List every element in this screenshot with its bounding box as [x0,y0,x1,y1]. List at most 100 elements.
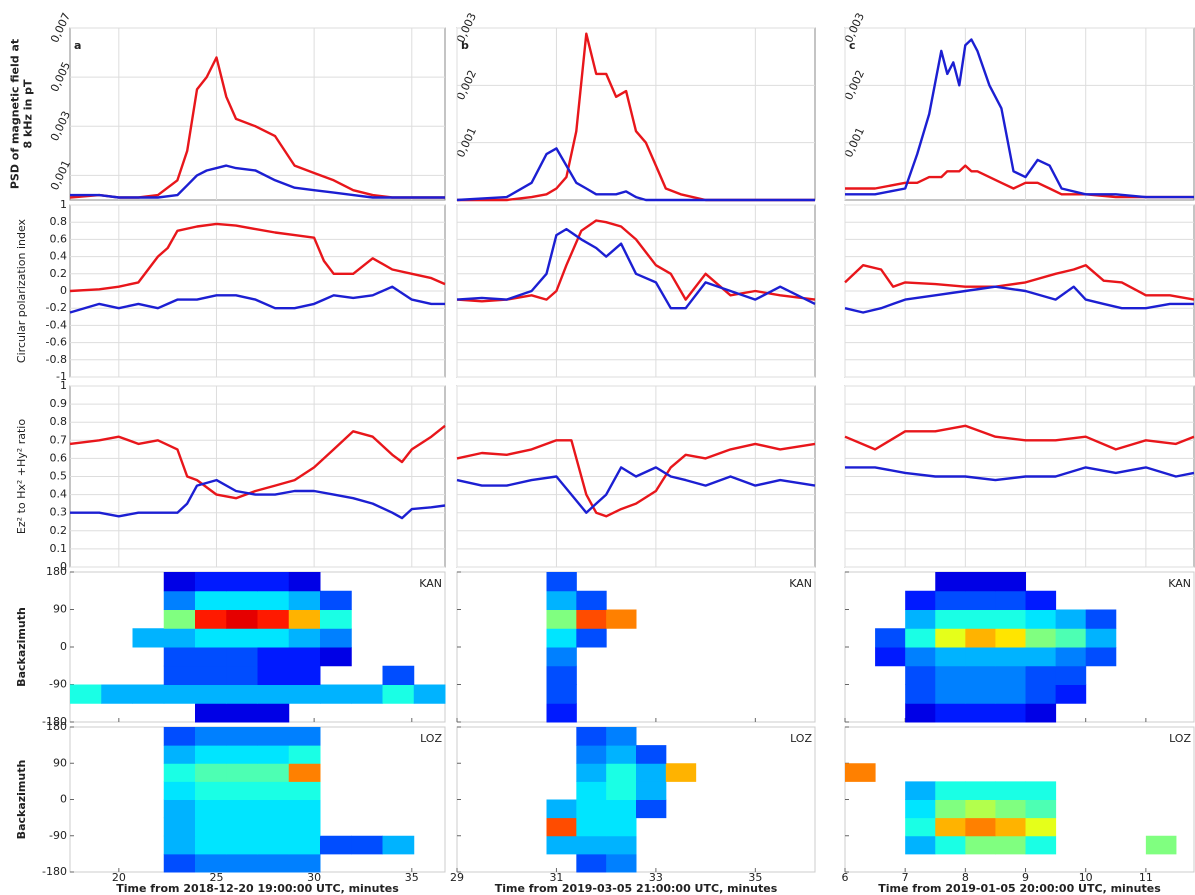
heatmap-cell [636,799,667,819]
heatmap-cell [288,647,321,667]
y-tick-label: 0.6 [50,232,68,245]
heatmap-cell [1025,628,1057,648]
x-tick-label: 11 [1139,871,1153,884]
heatmap-cell [288,817,321,837]
heatmap-cell [195,817,227,837]
x-tick-label: 9 [1022,871,1029,884]
y-tick-label: 0.8 [50,215,68,228]
heatmap-cell [576,835,607,855]
heatmap-cell [1055,647,1087,667]
heatmap-cell [382,665,415,685]
heatmap-cell [546,572,577,592]
series-line [456,466,816,514]
heatmap-cell [935,799,966,819]
heatmap-cell [226,703,258,723]
x-tick-label: 29 [450,871,464,884]
y-tick-label: 0,003 [48,109,73,143]
heatmap-cell [995,684,1027,704]
heatmap-cell [163,853,196,873]
heatmap-cell [1055,684,1087,704]
y-tick-label: 180 [46,720,67,733]
y-tick-label: -0.2 [46,301,67,314]
station-label: KAN [419,577,442,590]
heatmap-cell [1025,647,1057,667]
heatmap-cell [576,817,607,837]
y-tick-label: 180 [46,565,67,578]
y-tick-label: -180 [42,715,67,728]
heatmap-cell [257,590,290,610]
heatmap-cell [288,727,321,746]
x-tick-label: 6 [842,871,849,884]
heatmap-cell [546,684,577,704]
heatmap-cell [1085,647,1117,667]
heatmap-cell [195,781,227,800]
heatmap-cell [935,665,966,685]
heatmap-cell [636,745,667,764]
y-axis-label: Circular polarization index [15,218,28,363]
series-line [845,38,1194,199]
heatmap-cell [226,835,258,855]
heatmap-cell [257,572,290,592]
heatmap-cell [257,665,290,685]
heatmap-cell [257,703,290,723]
y-tick-label: 0.8 [50,415,68,428]
heatmap-cell [163,727,196,746]
heatmap-cell [995,835,1027,855]
heatmap-cell [226,817,258,837]
heatmap-cell [195,703,227,723]
heatmap-cell [1025,590,1057,610]
y-tick-label: 1 [60,379,67,392]
heatmap-cell [995,609,1027,629]
heatmap-cell [995,665,1027,685]
y-axis-label: Backazimuth [15,607,28,687]
heatmap-cell [965,817,996,837]
heatmap-cell [101,684,133,704]
heatmap-cell [965,628,996,648]
heatmap-cell [320,590,352,610]
heatmap-cell [1145,835,1177,855]
heatmap-cell [905,665,936,685]
heatmap-cell [935,835,966,855]
x-tick-label: 35 [748,871,762,884]
y-tick-label: 0.4 [50,250,68,263]
heatmap-cell [351,835,383,855]
heatmap-cell [195,835,227,855]
y-tick-label: 0.7 [50,433,68,446]
x-axis-label: Time from 2019-01-05 20:00:00 UTC, minut… [878,882,1161,895]
y-tick-label: 0,005 [48,60,73,94]
heatmap-cell [382,835,415,855]
heatmap-cell [995,572,1027,592]
heatmap-cell [995,817,1027,837]
series-line [845,466,1195,482]
heatmap-cell [965,665,996,685]
y-tick-label: 1 [60,198,67,211]
heatmap-cell [875,628,906,648]
heatmap-cell [163,590,196,610]
heatmap-cell [995,703,1027,723]
heatmap-cell [576,628,607,648]
heatmap-cell [163,799,196,819]
heatmap-cell [845,763,876,782]
y-tick-label: -90 [49,678,67,691]
heatmap-cell [1025,609,1057,629]
station-label: KAN [1168,577,1191,590]
heatmap-cell [875,647,906,667]
heatmap-cell [935,572,966,592]
heatmap-cell [320,647,352,667]
y-tick-label: 0.3 [50,506,68,519]
heatmap-cell [163,745,196,764]
heatmap-cell [905,781,936,800]
heatmap-cell [576,590,607,610]
heatmap-cell [195,590,227,610]
heatmap-cell [257,835,290,855]
heatmap-cell [288,572,321,592]
panel-frame [456,571,816,723]
heatmap-cell [935,609,966,629]
heatmap-cell [163,665,196,685]
series-line [69,285,445,314]
y-tick-label: 0 [60,560,67,573]
y-tick-label: -180 [42,865,67,878]
heatmap-cell [288,590,321,610]
heatmap-cell [163,763,196,782]
